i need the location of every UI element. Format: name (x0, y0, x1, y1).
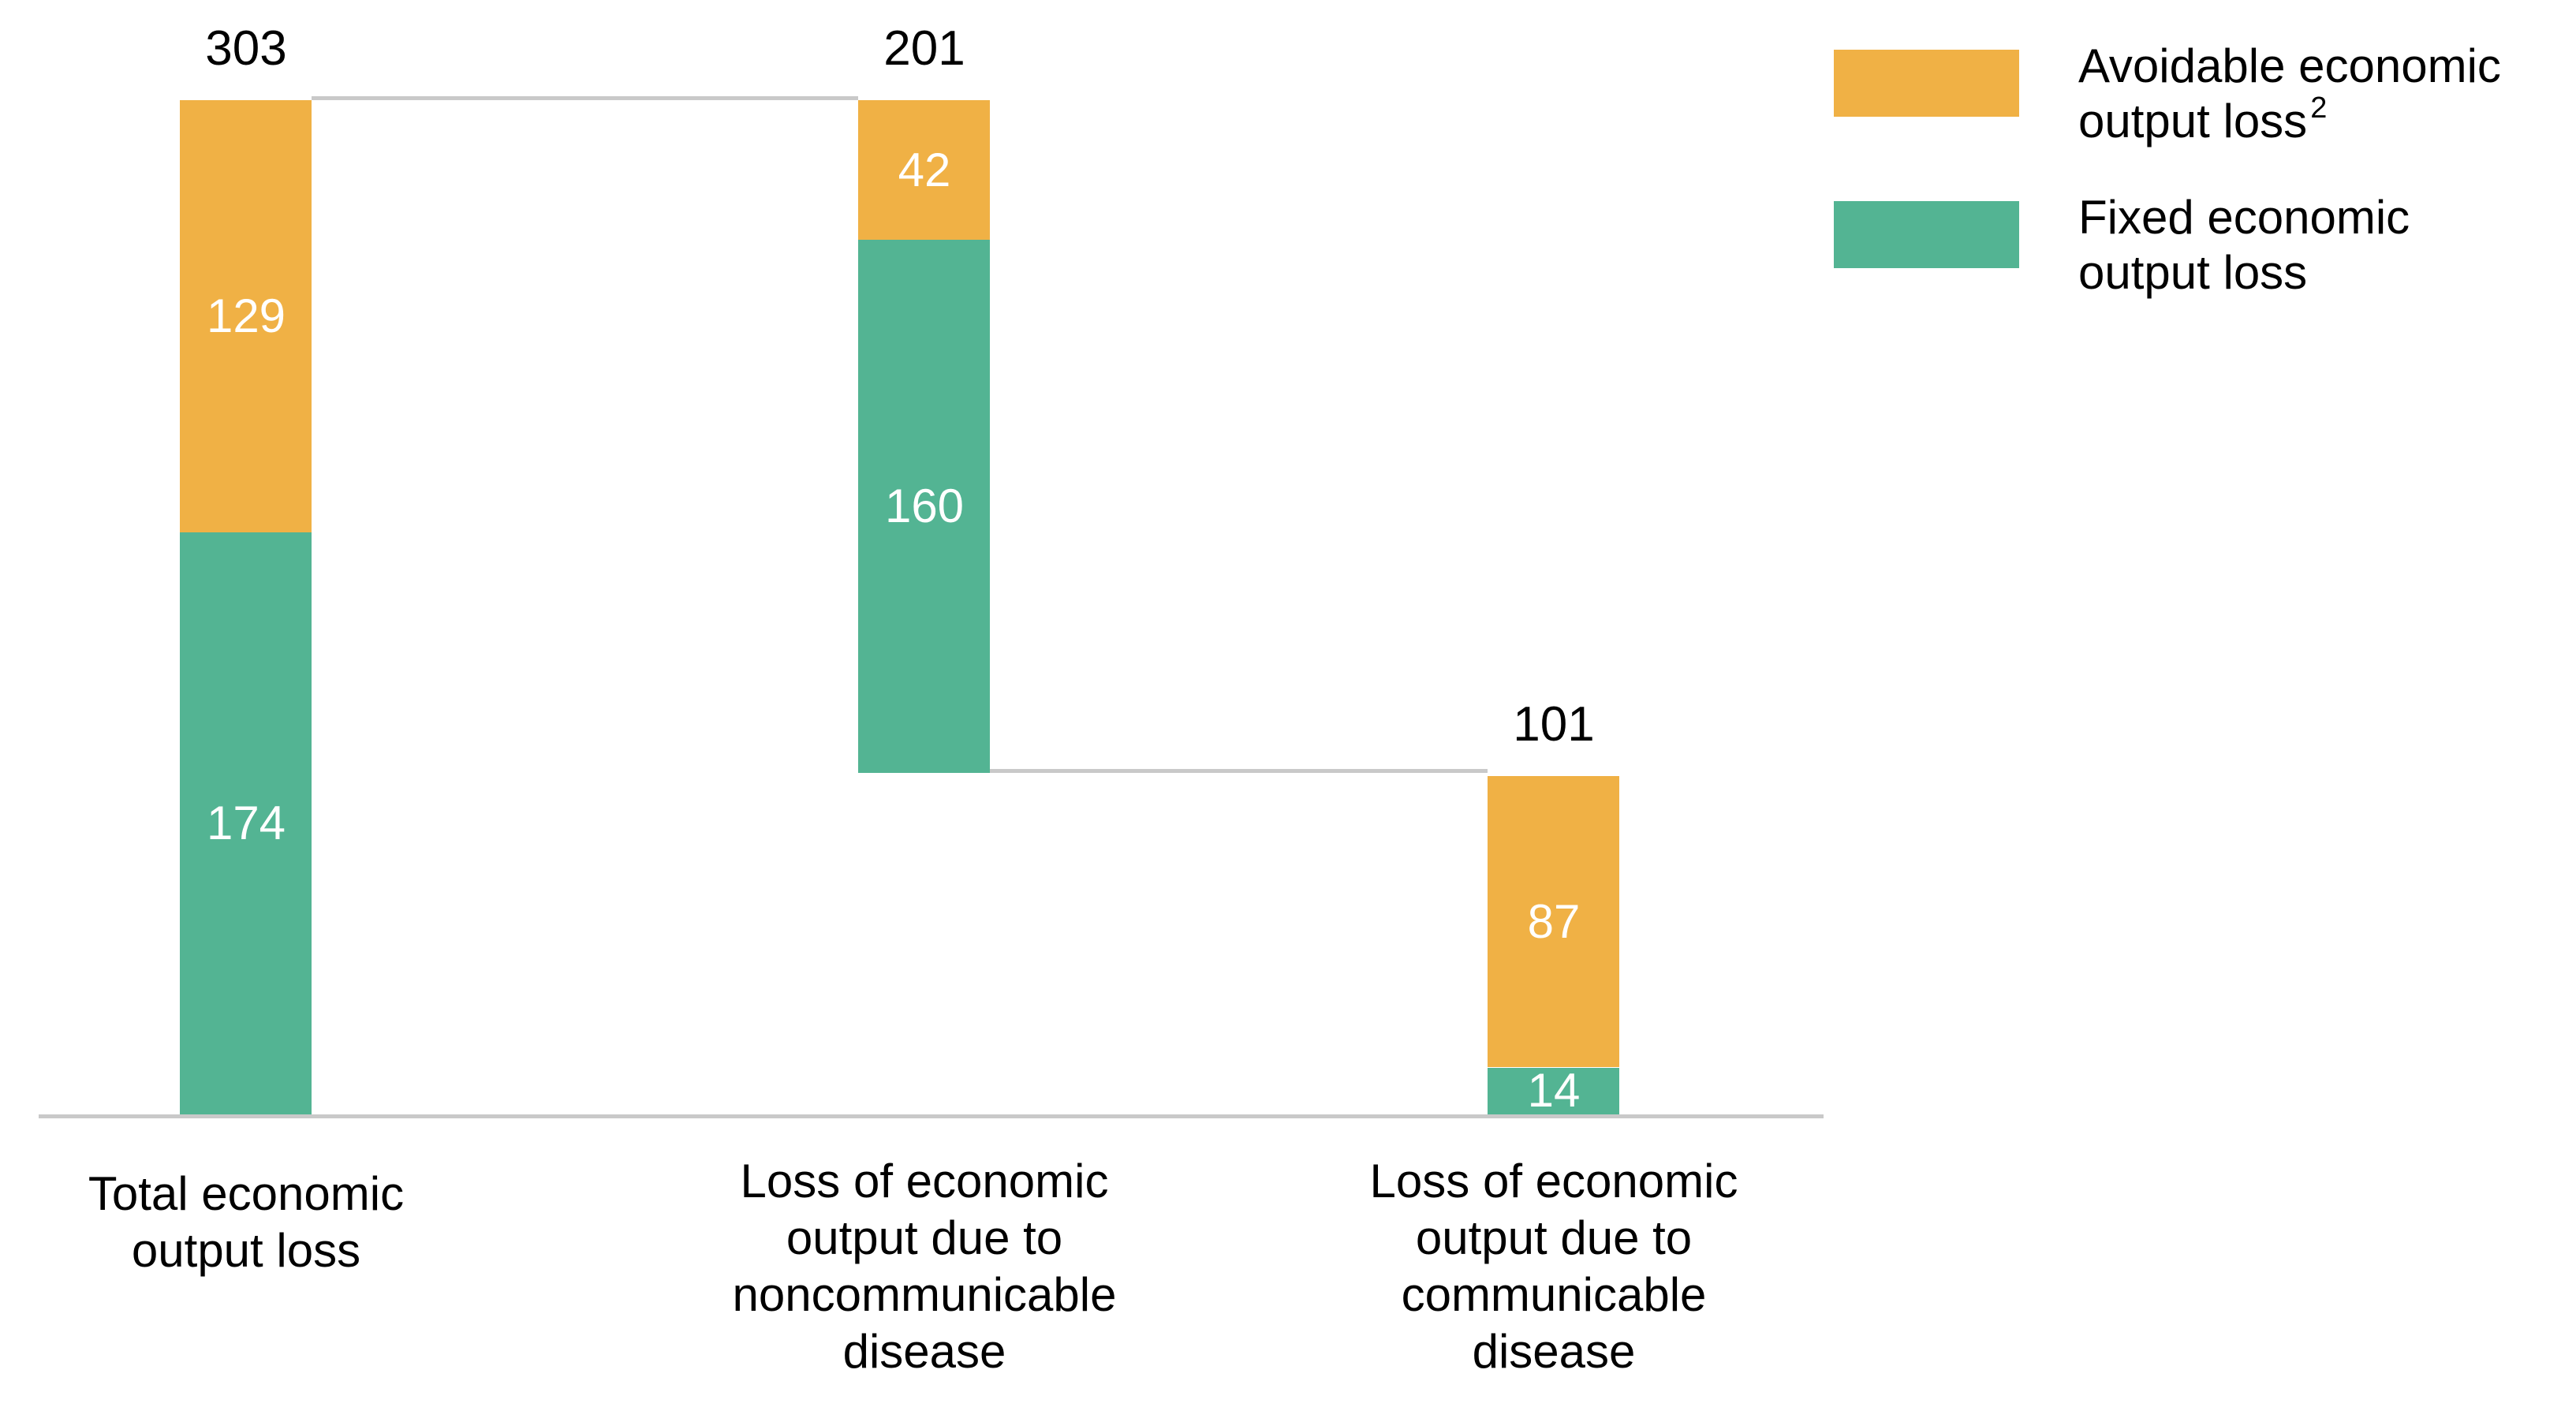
connector-line-1 (312, 96, 858, 100)
bar3-avoidable-value-label: 87 (1527, 895, 1581, 948)
bar1-avoidable-value-label: 129 (206, 289, 286, 342)
bar1-fixed-value-label: 174 (206, 797, 286, 849)
bar2-total-label: 201 (883, 21, 965, 76)
bar1-category-label: Total economic output loss (88, 1167, 405, 1277)
x-axis-line (39, 1114, 1824, 1118)
bar3-total-label: 101 (1513, 697, 1595, 752)
footnote-marker: 2 (2310, 91, 2328, 125)
avoidable-legend-label: Avoidable economic output loss 2 (2078, 39, 2501, 147)
fixed-legend-swatch (1834, 201, 2019, 268)
bar2-category-label: Loss of economic output due to noncommun… (732, 1155, 1117, 1378)
bar3-category-label: Loss of economic output due to communica… (1369, 1155, 1738, 1378)
bar2-avoidable-value-label: 42 (898, 144, 951, 196)
bar2-fixed-segment (858, 240, 990, 773)
bar1-fixed-segment (180, 532, 312, 1114)
fixed-legend-label: Fixed economic output loss (2078, 191, 2410, 299)
bar1-avoidable-segment (180, 100, 312, 532)
bar3-fixed-segment (1488, 1068, 1619, 1114)
bar1-total-label: 303 (205, 21, 287, 76)
avoidable-legend-swatch (1834, 50, 2019, 117)
bar3-fixed-value-label: 14 (1527, 1064, 1581, 1117)
connector-line-2 (990, 769, 1488, 773)
bar2-fixed-value-label: 160 (884, 480, 965, 532)
bar2-avoidable-segment (858, 100, 990, 240)
bar3-avoidable-segment (1488, 776, 1619, 1067)
